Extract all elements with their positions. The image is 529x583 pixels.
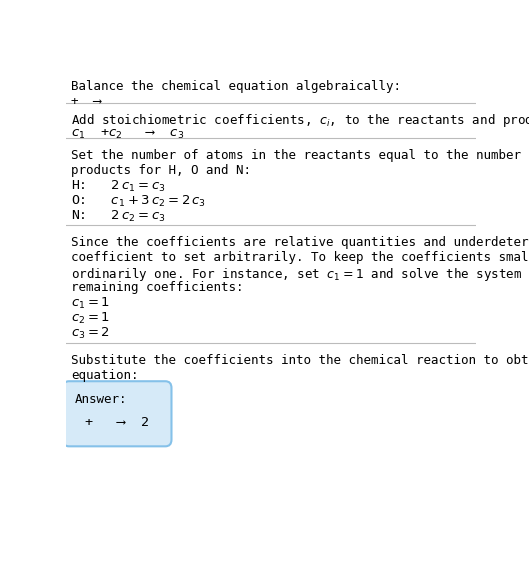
Text: N:   $2\,c_2 = c_3$: N: $2\,c_2 = c_3$ [71,209,166,224]
Text: ordinarily one. For instance, set $c_1 = 1$ and solve the system of equations fo: ordinarily one. For instance, set $c_1 =… [71,266,529,283]
Text: $c_1$  +$c_2$   ⟶  $c_3$: $c_1$ +$c_2$ ⟶ $c_3$ [71,128,184,141]
Text: equation:: equation: [71,368,139,382]
Text: Add stoichiometric coefficients, $c_i$, to the reactants and products:: Add stoichiometric coefficients, $c_i$, … [71,113,529,129]
Text: $c_2 = 1$: $c_2 = 1$ [71,311,110,326]
FancyBboxPatch shape [63,381,171,447]
Text: coefficient to set arbitrarily. To keep the coefficients small, the arbitrary va: coefficient to set arbitrarily. To keep … [71,251,529,264]
Text: Answer:: Answer: [74,394,127,406]
Text: H:   $2\,c_1 = c_3$: H: $2\,c_1 = c_3$ [71,179,166,194]
Text: $c_3 = 2$: $c_3 = 2$ [71,326,110,341]
Text: remaining coefficients:: remaining coefficients: [71,280,243,294]
Text: +  ⟶: + ⟶ [71,94,101,108]
Text: Balance the chemical equation algebraically:: Balance the chemical equation algebraica… [71,80,401,93]
Text: Set the number of atoms in the reactants equal to the number of atoms in the: Set the number of atoms in the reactants… [71,149,529,161]
Text: +   ⟶  2: + ⟶ 2 [85,416,149,429]
Text: O:   $c_1 + 3\,c_2 = 2\,c_3$: O: $c_1 + 3\,c_2 = 2\,c_3$ [71,194,206,209]
Text: $c_1 = 1$: $c_1 = 1$ [71,296,110,311]
Text: products for H, O and N:: products for H, O and N: [71,164,251,177]
Text: Substitute the coefficients into the chemical reaction to obtain the balanced: Substitute the coefficients into the che… [71,354,529,367]
Text: Since the coefficients are relative quantities and underdetermined, choose a: Since the coefficients are relative quan… [71,236,529,249]
